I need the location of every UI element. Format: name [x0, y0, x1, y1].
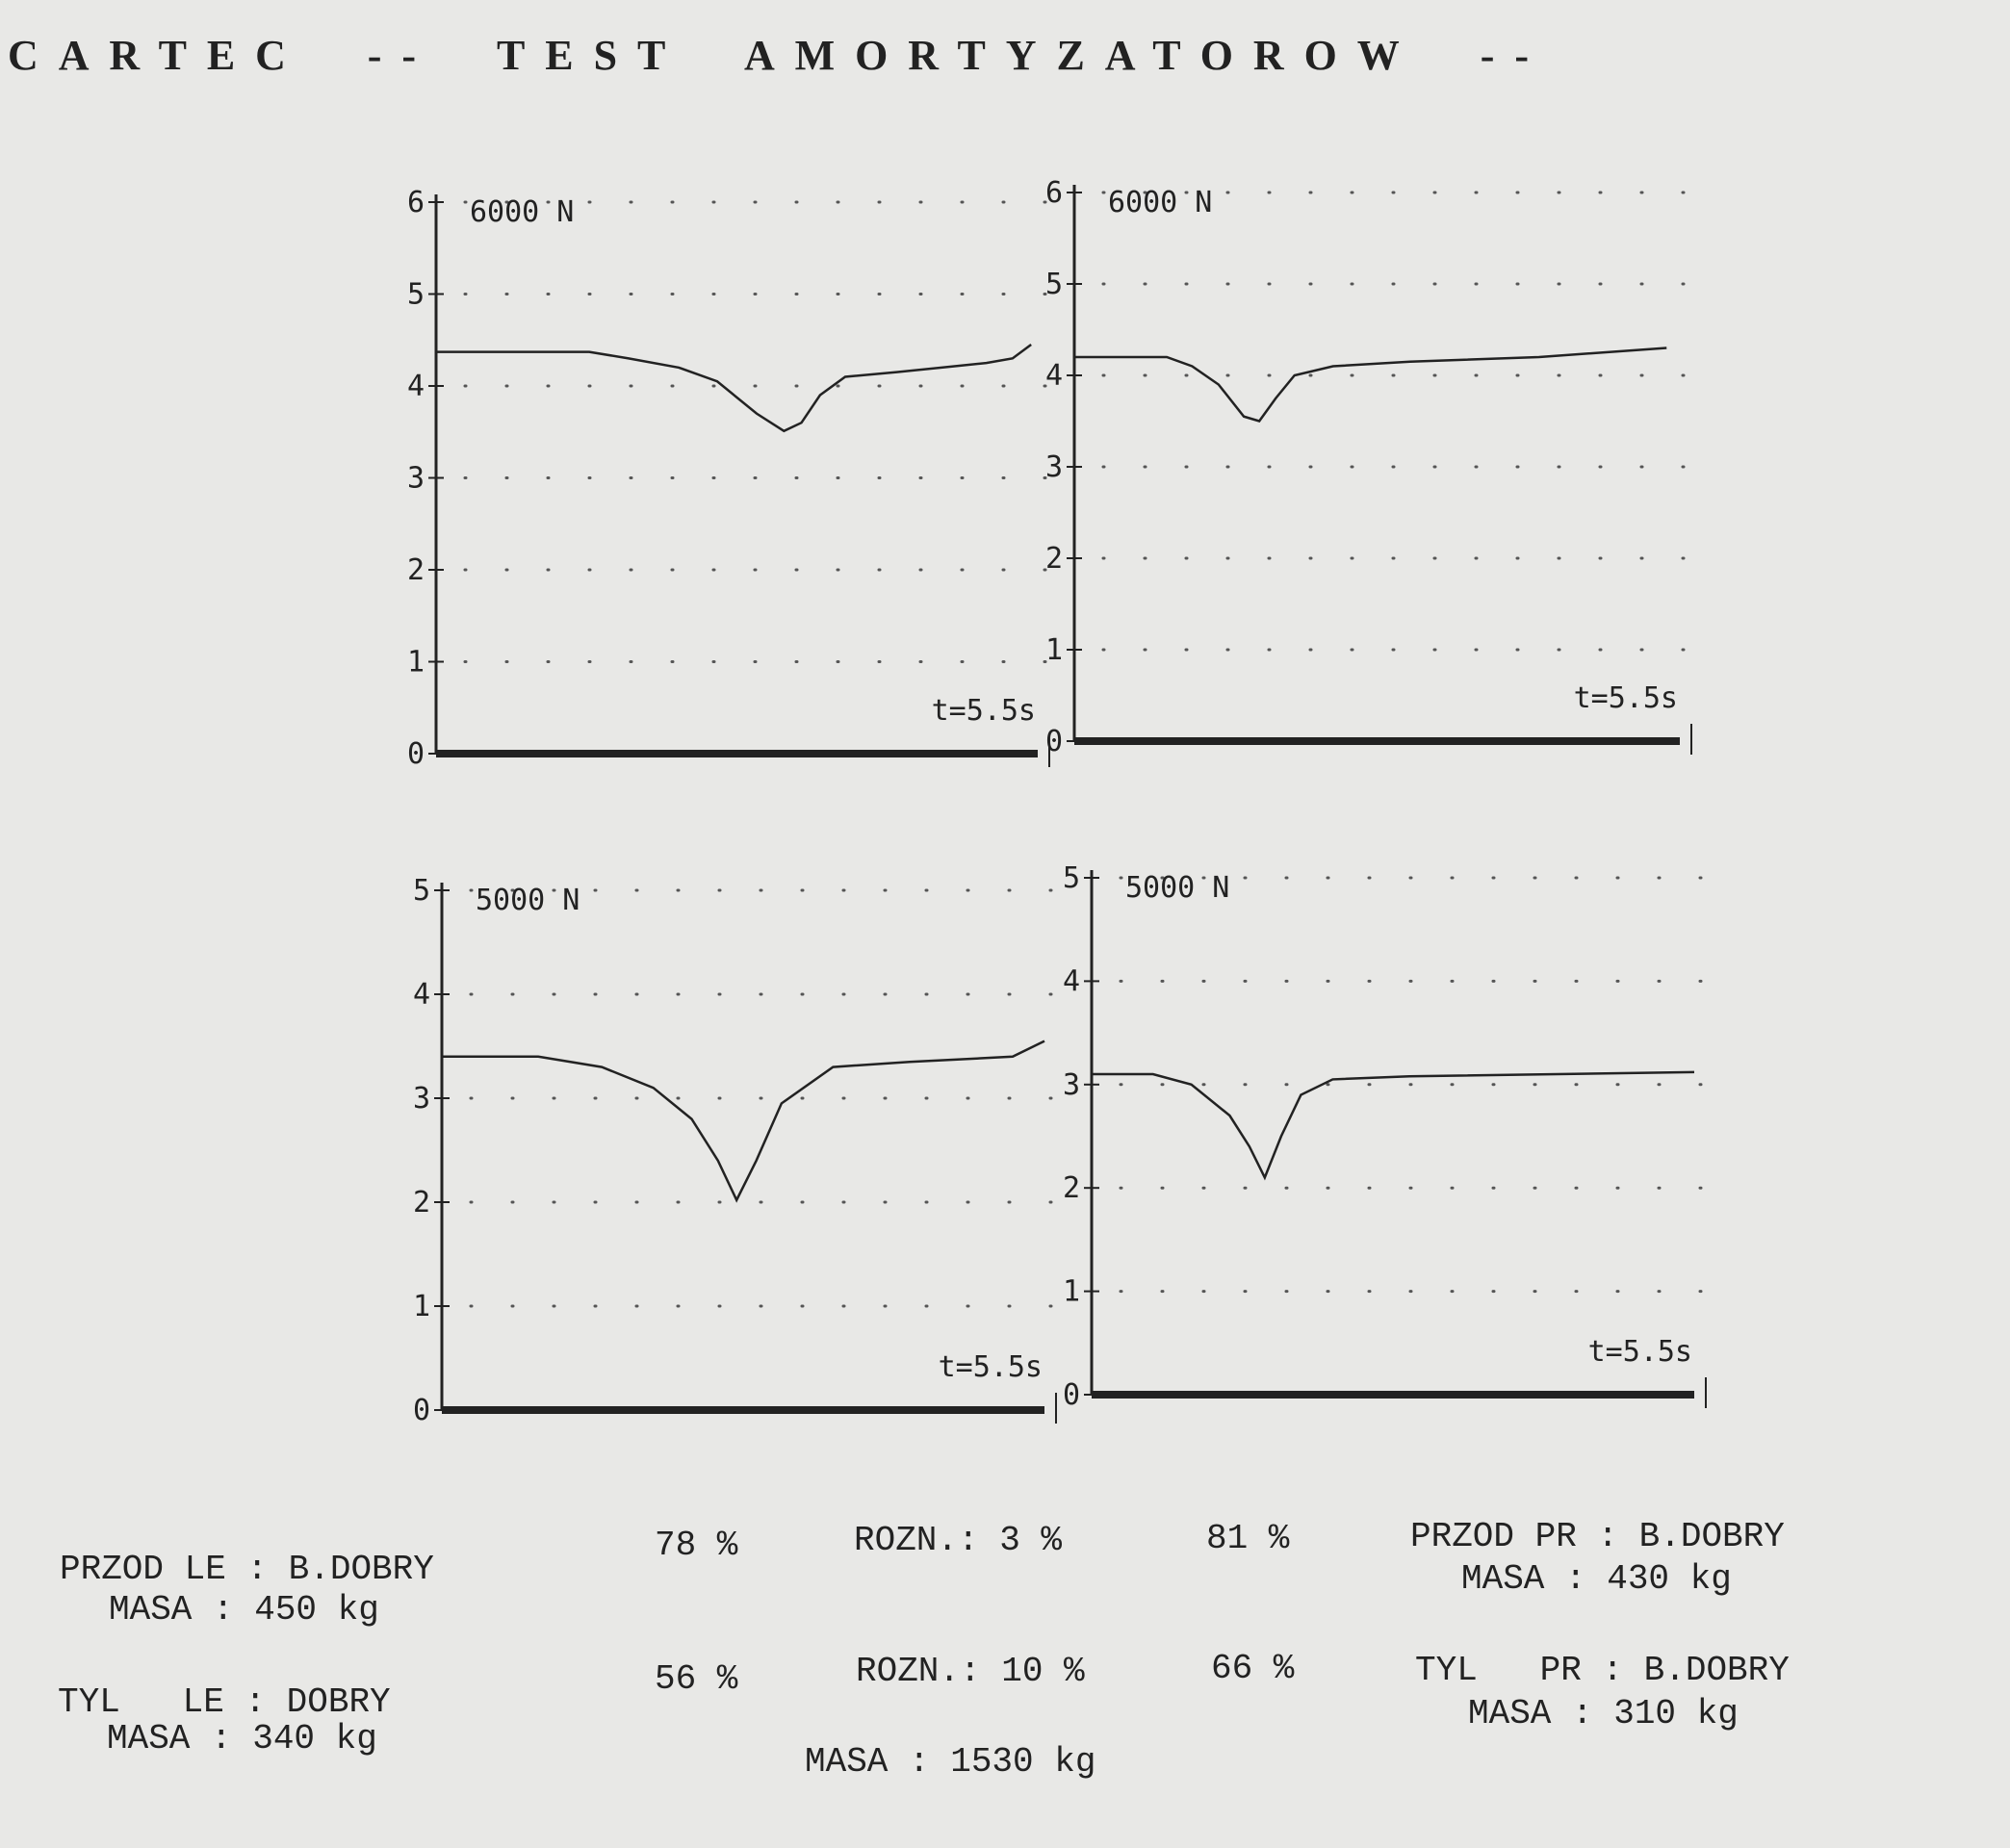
y-tick-label: 0	[407, 737, 425, 771]
report-line: PRZOD LE : B.DOBRY	[60, 1550, 434, 1589]
y-tick-label: 1	[407, 646, 425, 680]
report-title: CARTEC -- TEST AMORTYZATOROW --	[8, 32, 1529, 79]
y-tick-label: 4	[1063, 964, 1080, 998]
report-line: MASA : 1530 kg	[805, 1742, 1095, 1782]
y-tick-label: 1	[413, 1290, 430, 1323]
force-curve	[1092, 1070, 1695, 1181]
report-line: TYL PR : B.DOBRY	[1415, 1651, 1790, 1690]
report-line: MASA : 450 kg	[109, 1590, 379, 1630]
y-tick-label: 5	[413, 874, 430, 908]
report-line: 66 %	[1211, 1649, 1295, 1688]
y-tick-label: 5	[1063, 861, 1080, 895]
report-line: MASA : 340 kg	[107, 1719, 377, 1758]
report-line: 56 %	[655, 1659, 738, 1699]
y-tick-label: 3	[1063, 1068, 1080, 1102]
y-tick-label: 4	[407, 370, 425, 403]
y-tick-label: 5	[407, 278, 425, 312]
y-tick-label: 0	[1045, 725, 1063, 758]
report-line: ROZN.: 10 %	[856, 1652, 1085, 1691]
y-tick-label: 6	[1045, 176, 1063, 210]
y-tick-label: 2	[413, 1186, 430, 1219]
report-line: TYL LE : DOBRY	[58, 1682, 391, 1722]
chart-title: 6000 N	[470, 195, 574, 229]
report-line: ROZN.: 3 %	[854, 1521, 1062, 1560]
force-curve	[436, 344, 1032, 433]
time-annotation: t=5.5s	[932, 694, 1036, 728]
report-line: 81 %	[1206, 1519, 1290, 1558]
y-tick-label: 0	[413, 1394, 430, 1427]
report-line: PRZOD PR : B.DOBRY	[1410, 1517, 1785, 1556]
chart-title: 5000 N	[1125, 871, 1229, 905]
y-tick-label: 4	[1045, 359, 1063, 393]
y-tick-label: 1	[1063, 1275, 1080, 1309]
time-annotation: t=5.5s	[939, 1350, 1043, 1384]
time-annotation: t=5.5s	[1574, 681, 1678, 715]
y-tick-label: 0	[1063, 1378, 1080, 1412]
force-curve	[1074, 346, 1667, 423]
y-tick-label: 6	[407, 186, 425, 219]
y-tick-label: 1	[1045, 633, 1063, 667]
report-line: MASA : 430 kg	[1461, 1559, 1732, 1599]
chart-title: 6000 N	[1108, 186, 1212, 219]
report-line: 78 %	[655, 1526, 738, 1565]
y-tick-label: 2	[1063, 1171, 1080, 1205]
y-tick-label: 3	[413, 1082, 430, 1116]
force-curve	[442, 1040, 1045, 1203]
y-tick-label: 5	[1045, 268, 1063, 301]
y-tick-label: 3	[407, 462, 425, 496]
y-tick-label: 4	[413, 978, 430, 1012]
y-tick-label: 2	[1045, 542, 1063, 576]
y-tick-label: 2	[407, 553, 425, 587]
time-annotation: t=5.5s	[1588, 1335, 1692, 1369]
y-tick-label: 3	[1045, 450, 1063, 484]
chart-title: 5000 N	[476, 884, 580, 917]
report-line: MASA : 310 kg	[1468, 1694, 1739, 1733]
